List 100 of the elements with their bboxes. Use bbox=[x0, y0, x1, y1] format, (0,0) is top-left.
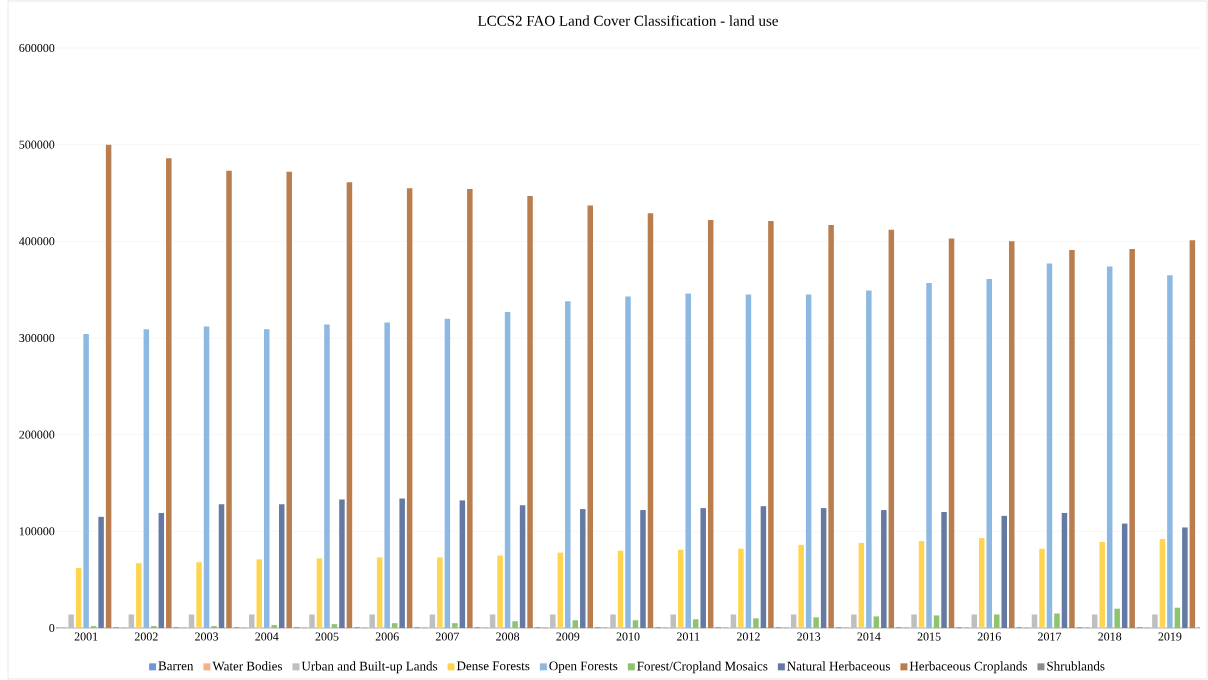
bar bbox=[979, 538, 985, 628]
bar bbox=[136, 563, 142, 628]
bar bbox=[572, 620, 579, 628]
bar bbox=[1106, 266, 1113, 628]
bar bbox=[768, 221, 774, 628]
bar bbox=[249, 614, 255, 628]
bar bbox=[158, 512, 165, 628]
bar bbox=[143, 329, 150, 628]
x-tick-label: 2019 bbox=[1158, 632, 1182, 641]
bar bbox=[1031, 614, 1038, 628]
bar bbox=[948, 238, 955, 628]
bar bbox=[83, 334, 89, 628]
bar bbox=[866, 290, 872, 628]
bar bbox=[994, 614, 1000, 628]
legend-label: Dense Forests bbox=[456, 661, 530, 671]
y-tick-label: 600000 bbox=[19, 43, 55, 53]
bar bbox=[798, 544, 804, 628]
bar bbox=[971, 614, 978, 628]
x-tick-label: 2012 bbox=[736, 632, 760, 641]
bar bbox=[617, 550, 624, 628]
chart-title: LCCS2 FAO Land Cover Classification - land use bbox=[477, 15, 778, 26]
bar bbox=[527, 195, 533, 628]
legend-label: Forest/Cropland Mosaics bbox=[637, 661, 768, 674]
bar bbox=[489, 614, 496, 628]
bar bbox=[647, 213, 654, 628]
x-tick-label: 2017 bbox=[1038, 632, 1062, 641]
bar bbox=[218, 504, 225, 628]
bar bbox=[278, 504, 285, 628]
bar bbox=[707, 220, 714, 628]
bar bbox=[1099, 541, 1105, 628]
bar bbox=[309, 614, 315, 628]
x-tick-label: 2018 bbox=[1098, 632, 1122, 641]
legend-label: Barren bbox=[158, 661, 194, 671]
x-tick-label: 2015 bbox=[917, 632, 941, 641]
bar bbox=[820, 508, 827, 628]
bar bbox=[580, 509, 586, 628]
bar bbox=[1054, 613, 1060, 628]
bar bbox=[745, 294, 752, 628]
bar bbox=[677, 549, 684, 628]
bar bbox=[851, 614, 857, 628]
legend-label: Herbaceous Croplands bbox=[909, 661, 1027, 674]
bar bbox=[391, 623, 398, 628]
bar bbox=[1121, 523, 1128, 628]
bar bbox=[933, 615, 940, 628]
bar bbox=[1061, 512, 1068, 628]
bar bbox=[519, 505, 526, 628]
bar bbox=[918, 540, 925, 628]
bar bbox=[286, 171, 292, 628]
bar bbox=[444, 318, 451, 628]
bar bbox=[753, 618, 759, 628]
x-tick-label: 2004 bbox=[255, 632, 279, 641]
bar bbox=[632, 620, 639, 628]
x-tick-label: 2002 bbox=[134, 632, 158, 641]
bar bbox=[610, 614, 616, 628]
bar bbox=[926, 282, 932, 628]
bar bbox=[331, 624, 338, 628]
bar bbox=[437, 557, 443, 628]
bar bbox=[911, 614, 917, 628]
y-tick-label: 400000 bbox=[19, 237, 55, 246]
x-tick-label: 2010 bbox=[616, 632, 640, 641]
bar bbox=[406, 188, 413, 628]
bar bbox=[504, 311, 511, 628]
bar bbox=[640, 510, 646, 628]
bar bbox=[497, 555, 503, 628]
bar bbox=[226, 170, 232, 628]
x-tick-label: 2014 bbox=[857, 632, 881, 641]
bar bbox=[813, 617, 819, 628]
bar bbox=[760, 506, 767, 628]
bar bbox=[68, 614, 74, 628]
bar bbox=[685, 293, 691, 628]
y-tick-label: 200000 bbox=[19, 430, 55, 439]
x-tick-label: 2016 bbox=[977, 632, 1001, 641]
x-tick-label: 2011 bbox=[676, 632, 700, 641]
x-tick-label: 2005 bbox=[315, 632, 339, 641]
bar bbox=[271, 625, 277, 628]
bar bbox=[188, 614, 195, 628]
bar bbox=[98, 516, 104, 628]
y-tick-label: 0 bbox=[49, 623, 55, 633]
bar bbox=[467, 189, 473, 628]
bar bbox=[587, 205, 594, 628]
bar bbox=[941, 511, 947, 628]
x-tick-label: 2001 bbox=[74, 632, 98, 641]
legend-label: Water Bodies bbox=[212, 661, 283, 671]
bar bbox=[1069, 250, 1075, 628]
bar bbox=[399, 498, 405, 628]
bar bbox=[105, 144, 112, 628]
bar bbox=[1091, 614, 1098, 628]
x-tick-label: 2013 bbox=[797, 632, 821, 641]
bar bbox=[324, 324, 330, 628]
legend-label: Natural Herbaceous bbox=[787, 661, 890, 671]
bar bbox=[670, 614, 676, 628]
bar bbox=[369, 614, 375, 628]
legend-label: Urban and Built-up Lands bbox=[301, 661, 438, 674]
bar bbox=[805, 294, 812, 628]
bar bbox=[730, 614, 737, 628]
bar bbox=[264, 329, 270, 628]
x-tick-label: 2008 bbox=[496, 632, 520, 641]
x-tick-label: 2007 bbox=[435, 632, 460, 641]
bar bbox=[700, 508, 706, 628]
bar bbox=[550, 614, 556, 628]
